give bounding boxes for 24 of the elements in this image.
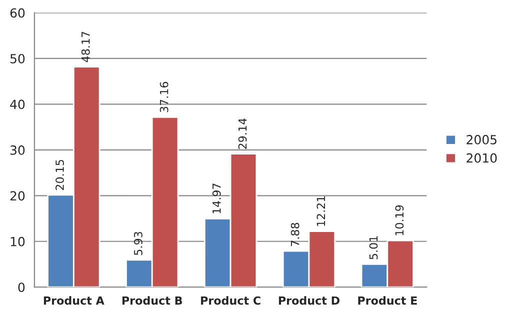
y-tick-label: 10 (10, 236, 25, 246)
data-label: 10.19 (395, 205, 404, 236)
data-label: 7.88 (290, 222, 300, 246)
x-tick-label: Product B (122, 296, 182, 305)
x-tick-label: Product C (201, 296, 260, 305)
y-tick-label: 20 (10, 191, 25, 201)
legend-label: 2010 (466, 153, 497, 163)
y-tick-label: 40 (10, 100, 25, 110)
data-label: 37.16 (160, 82, 168, 112)
data-label: 5.93 (134, 232, 142, 255)
y-tick-label: 60 (10, 8, 25, 18)
data-label: 14.97 (212, 184, 221, 214)
x-tick-label: Product D (278, 296, 340, 305)
x-tick-label: Product A (44, 296, 104, 305)
data-label: 29.14 (238, 118, 247, 149)
y-tick-label: 0 (18, 282, 25, 292)
data-label: 48.17 (81, 32, 90, 62)
y-tick-label: 30 (10, 145, 25, 155)
data-label: 12.21 (316, 196, 325, 226)
data-label: 5.01 (369, 236, 378, 260)
data-label: 20.15 (56, 160, 64, 190)
y-tick-label: 50 (10, 54, 25, 64)
x-tick-label: Product E (358, 296, 417, 305)
legend-label: 2005 (466, 134, 496, 144)
